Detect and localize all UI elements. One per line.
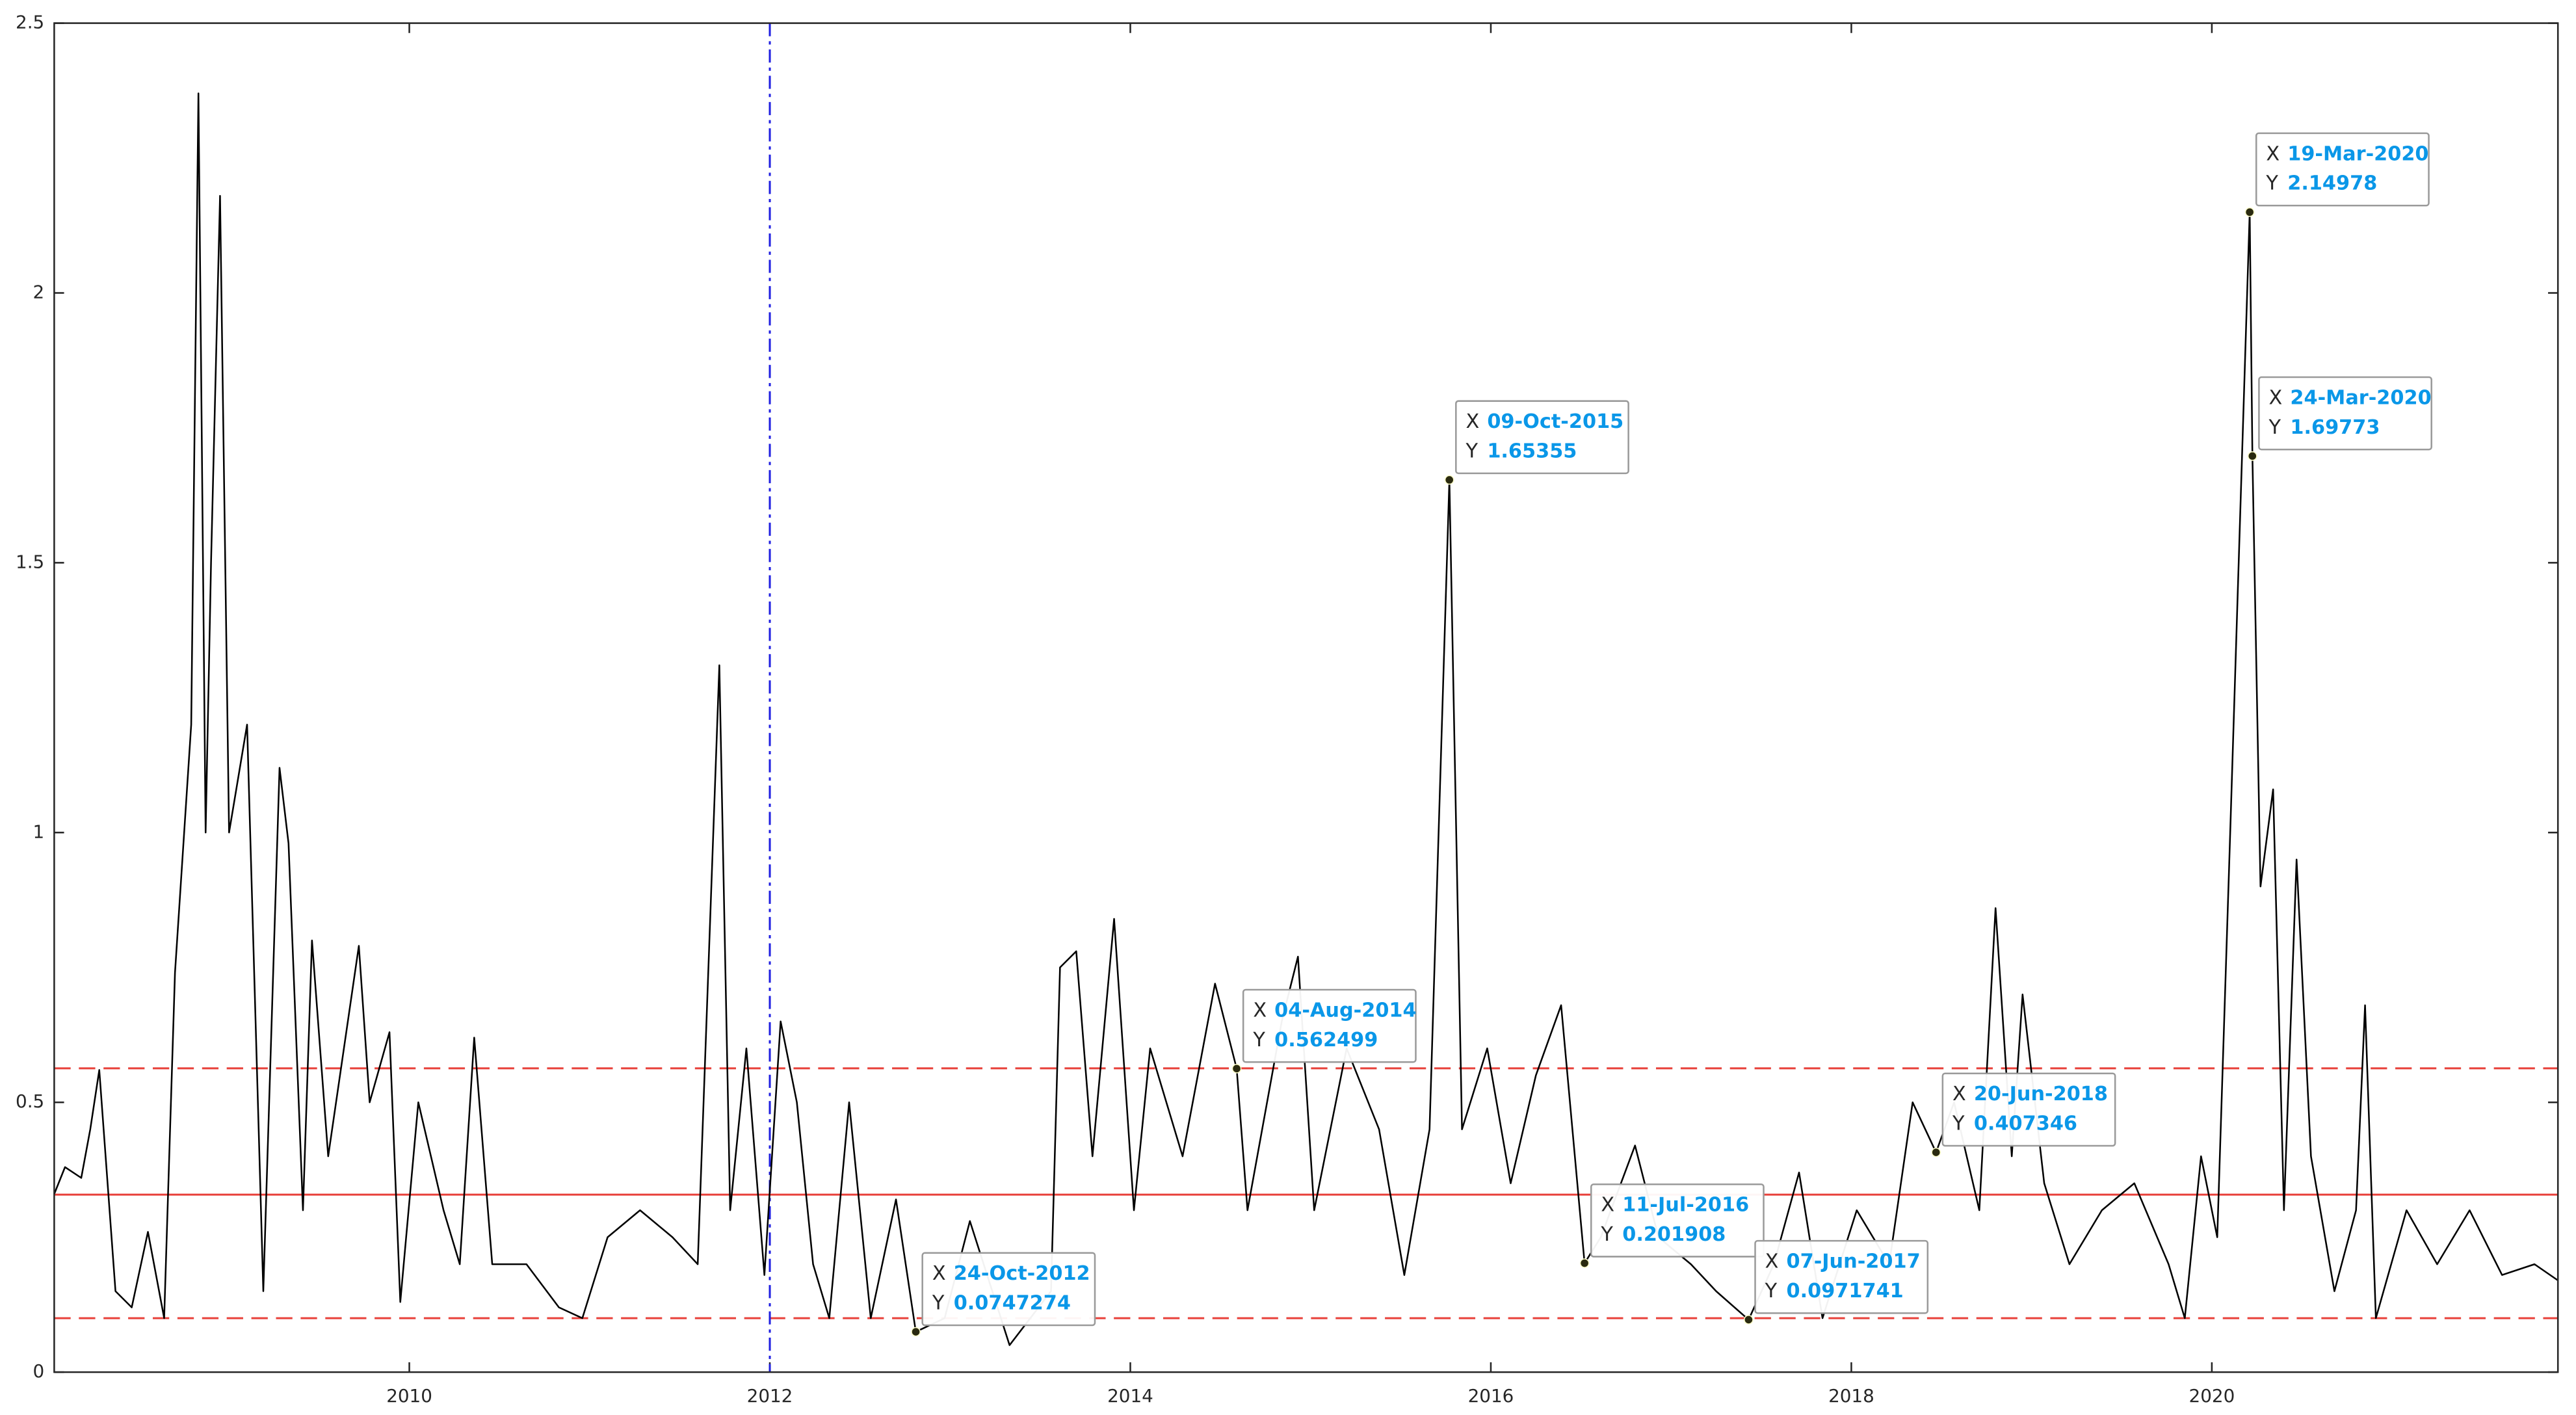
datatip-box bbox=[1754, 1239, 1929, 1314]
datatip-x-value: 11-Jul-2016 bbox=[1622, 1194, 1749, 1217]
datatip-x-prefix: X bbox=[932, 1262, 946, 1285]
datatip-box bbox=[2258, 376, 2432, 451]
datatip-marker bbox=[1444, 475, 1454, 485]
data-line bbox=[53, 92, 2558, 1346]
datatip-x-prefix: X bbox=[1465, 410, 1479, 433]
y-tick-label: 0 bbox=[33, 1360, 45, 1382]
axes-box bbox=[53, 22, 2559, 1373]
datatip-y-prefix: Y bbox=[1465, 440, 1478, 463]
datatip-x-value: 24-Mar-2020 bbox=[2290, 386, 2431, 409]
datatip: X 11-Jul-2016 Y 0.201908 bbox=[1579, 1183, 1765, 1268]
datatip-y-prefix: Y bbox=[1765, 1280, 1778, 1303]
datatip-y-value: 0.201908 bbox=[1622, 1223, 1726, 1246]
datatip-y-prefix: Y bbox=[2268, 416, 2281, 439]
y-tick-label: 2 bbox=[33, 281, 45, 302]
y-tick-label: 1 bbox=[33, 821, 45, 842]
datatip-box bbox=[1455, 400, 1629, 475]
datatip-x-prefix: X bbox=[2269, 386, 2283, 409]
datatip-y-prefix: Y bbox=[1252, 1029, 1265, 1051]
datatip-y-value: 1.65355 bbox=[1487, 440, 1577, 463]
datatip-x-prefix: X bbox=[1601, 1194, 1614, 1217]
datatip-y-prefix: Y bbox=[2265, 172, 2278, 195]
datatip-marker bbox=[1931, 1147, 1941, 1157]
datatip-y-prefix: Y bbox=[1600, 1223, 1613, 1246]
datatip-y-prefix: Y bbox=[1952, 1113, 1965, 1135]
datatip-y-value: 2.14978 bbox=[2287, 172, 2377, 195]
datatip-x-prefix: X bbox=[1253, 999, 1267, 1022]
datatip: X 24-Oct-2012 Y 0.0747274 bbox=[911, 1252, 1096, 1337]
x-tick-label: 2012 bbox=[747, 1385, 793, 1407]
datatip: X 07-Jun-2017 Y 0.0971741 bbox=[1744, 1239, 1929, 1325]
datatip-y-value: 0.407346 bbox=[1974, 1113, 2077, 1135]
datatip-box bbox=[1242, 988, 1417, 1063]
datatip-marker bbox=[2244, 207, 2255, 217]
datatip-y-value: 0.0971741 bbox=[1787, 1280, 1904, 1303]
datatip: X 19-Mar-2020 Y 2.14978 bbox=[2244, 132, 2430, 217]
datatip: X 24-Mar-2020 Y 1.69773 bbox=[2247, 376, 2432, 461]
datatip-y-prefix: Y bbox=[932, 1292, 945, 1315]
datatip-x-value: 04-Aug-2014 bbox=[1274, 999, 1416, 1022]
y-tick-label: 1.5 bbox=[16, 551, 44, 572]
datatip-x-prefix: X bbox=[2266, 142, 2280, 165]
x-tick-label: 2020 bbox=[2189, 1385, 2235, 1407]
datatip-x-value: 09-Oct-2015 bbox=[1487, 410, 1623, 433]
datatip-marker bbox=[911, 1327, 921, 1337]
datatip: X 20-Jun-2018 Y 0.407346 bbox=[1931, 1072, 2116, 1157]
datatip-box bbox=[1590, 1183, 1765, 1258]
plot-area bbox=[54, 23, 2558, 1373]
datatip-box bbox=[921, 1252, 1096, 1327]
datatip-y-value: 1.69773 bbox=[2290, 416, 2380, 439]
datatip-y-value: 0.562499 bbox=[1274, 1029, 1378, 1051]
x-tick-label: 2016 bbox=[1468, 1385, 1514, 1407]
datatip-marker bbox=[2247, 451, 2257, 461]
datatip-x-value: 19-Mar-2020 bbox=[2287, 142, 2428, 165]
datatip-x-prefix: X bbox=[1765, 1250, 1779, 1273]
x-tick-label: 2010 bbox=[386, 1385, 432, 1407]
datatip: X 09-Oct-2015 Y 1.65355 bbox=[1444, 400, 1629, 485]
datatip-x-prefix: X bbox=[1952, 1083, 1966, 1105]
y-tick-label: 0.5 bbox=[16, 1091, 44, 1112]
datatip-marker bbox=[1231, 1063, 1242, 1074]
datatip-box bbox=[1941, 1072, 2116, 1147]
datatip-x-value: 24-Oct-2012 bbox=[954, 1262, 1090, 1285]
datatip-y-value: 0.0747274 bbox=[954, 1292, 1071, 1315]
x-tick-label: 2014 bbox=[1107, 1385, 1153, 1407]
datatip-x-value: 20-Jun-2018 bbox=[1974, 1083, 2108, 1105]
datatip-x-value: 07-Jun-2017 bbox=[1787, 1250, 1921, 1273]
datatip-marker bbox=[1744, 1315, 1754, 1325]
datatip-box bbox=[2255, 132, 2430, 207]
datatip-marker bbox=[1579, 1258, 1590, 1268]
x-tick-label: 2018 bbox=[1828, 1385, 1874, 1407]
y-tick-label: 2.5 bbox=[16, 12, 44, 33]
datatip: X 04-Aug-2014 Y 0.562499 bbox=[1231, 988, 1417, 1074]
